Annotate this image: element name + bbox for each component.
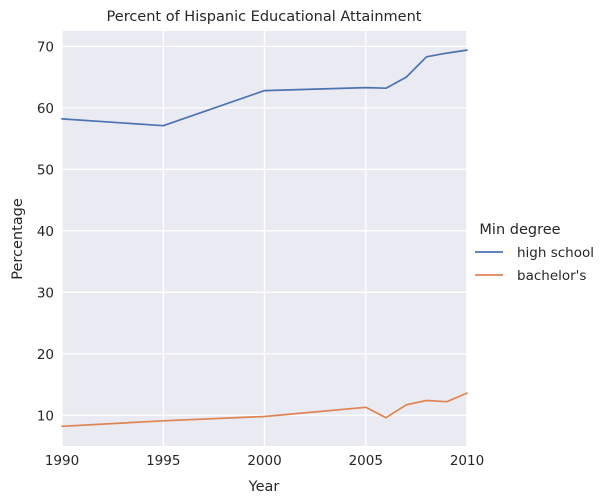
x-tick-label: 2010 xyxy=(450,453,484,469)
legend-title: Min degree xyxy=(479,222,560,238)
y-axis-label: Percentage xyxy=(10,198,26,280)
legend-label: high school xyxy=(517,245,594,261)
y-tick-label: 60 xyxy=(37,101,54,117)
y-tick-labels: 10 20 30 40 50 60 70 xyxy=(37,39,54,424)
chart-title: Percent of Hispanic Educational Attainme… xyxy=(107,9,422,25)
legend-items: high school bachelor's xyxy=(475,245,594,284)
x-tick-label: 2000 xyxy=(247,453,281,469)
x-tick-label: 2005 xyxy=(349,453,383,469)
y-tick-label: 50 xyxy=(37,162,54,178)
y-tick-label: 10 xyxy=(37,408,54,424)
y-tick-label: 20 xyxy=(37,347,54,363)
x-tick-labels: 1990 1995 2000 2005 2010 xyxy=(45,453,484,469)
x-tick-label: 1995 xyxy=(146,453,180,469)
series-line-high-school xyxy=(61,49,468,127)
y-tick-label: 40 xyxy=(37,224,54,240)
series-line-bachelors xyxy=(61,392,468,428)
y-tick-label: 30 xyxy=(37,285,54,301)
x-tick-label: 1990 xyxy=(45,453,79,469)
series-lines xyxy=(61,49,468,428)
y-tick-label: 70 xyxy=(37,39,54,55)
legend-label: bachelor's xyxy=(517,268,586,284)
legend: Min degree high school bachelor's xyxy=(475,222,594,284)
grid-lines xyxy=(61,31,468,446)
x-axis-label: Year xyxy=(248,479,280,495)
